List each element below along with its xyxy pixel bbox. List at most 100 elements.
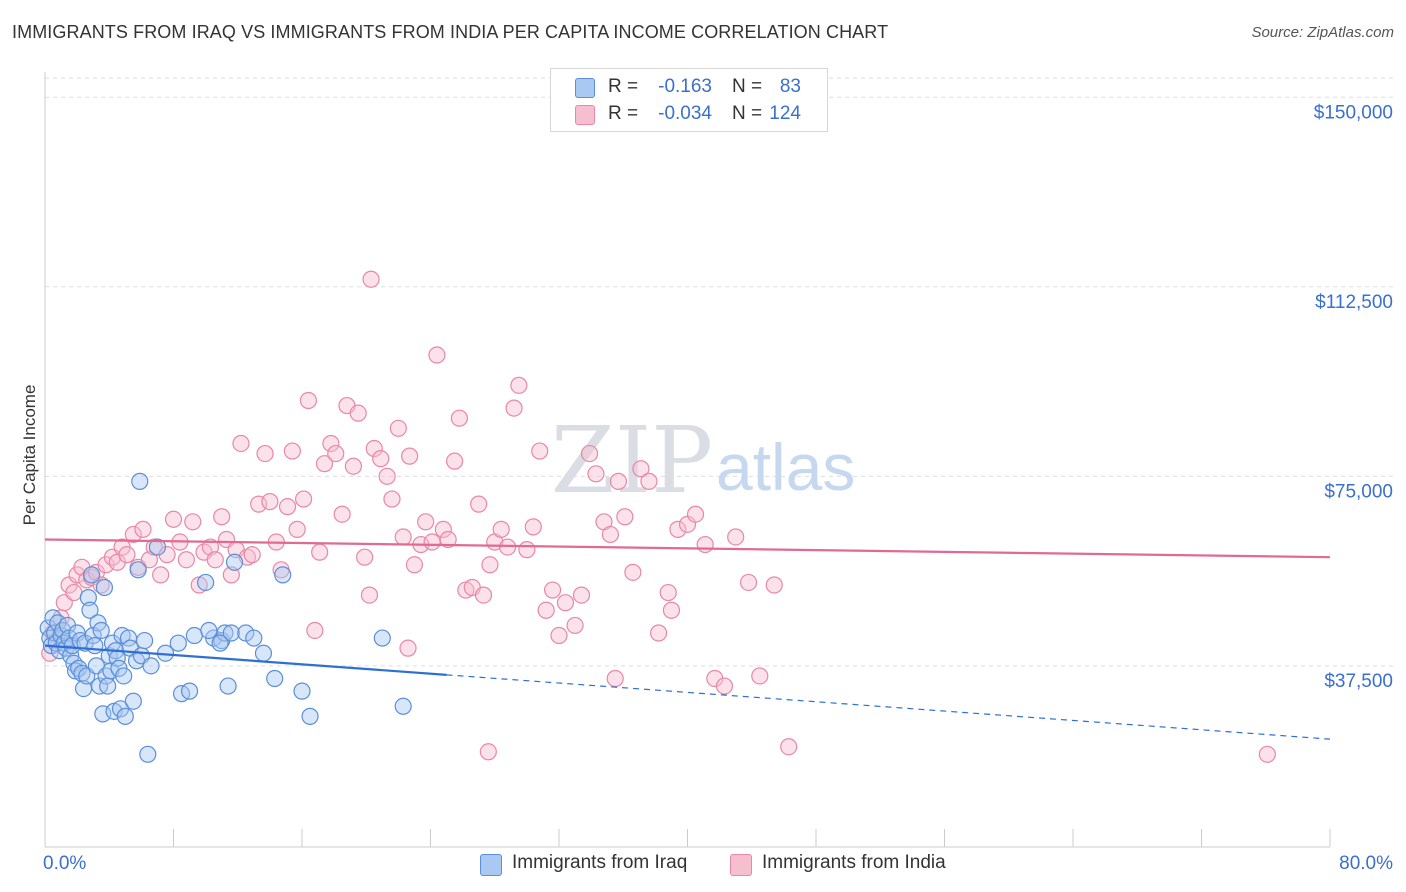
iraq-point (44, 609, 62, 627)
india-point (510, 376, 528, 394)
india-point (295, 490, 313, 508)
india-point (124, 525, 142, 544)
india-point (543, 581, 562, 599)
india-point (505, 399, 523, 417)
india-point (349, 404, 367, 422)
india-point (640, 472, 658, 490)
india-point (572, 586, 591, 604)
india-point (439, 530, 457, 549)
iraq-point (129, 561, 147, 579)
india-point (715, 677, 734, 695)
n-label: N = (732, 103, 763, 124)
trend-line-iraq (44, 644, 447, 676)
india-point (206, 551, 224, 569)
india-point (481, 556, 499, 574)
india-point (288, 520, 306, 538)
iraq-point (139, 745, 157, 763)
axis-labels: $37,500 $75,000 $112,500 $150,000 0.0% 80.0% (43, 102, 1393, 874)
india-point (389, 419, 407, 437)
iraq-point (373, 629, 391, 647)
india-point (222, 566, 240, 584)
india-point (315, 455, 334, 473)
india-point (164, 510, 183, 528)
india-point (609, 472, 628, 490)
x-tick-label: 80.0% (1339, 853, 1393, 874)
iraq-point (394, 697, 412, 715)
india-point (394, 528, 412, 546)
legend-label-iraq: Immigrants from Iraq (512, 852, 688, 873)
india-point (177, 551, 195, 569)
india-point (556, 594, 575, 612)
india-point (299, 391, 318, 410)
india-point (184, 513, 202, 531)
india-point (423, 533, 441, 551)
trend-lines (44, 538, 1331, 740)
india-point (669, 520, 687, 538)
india-point (333, 505, 351, 523)
iraq-legend-swatch (480, 854, 502, 876)
iraq-point (86, 637, 104, 655)
india-point (537, 601, 555, 619)
iraq-point (274, 566, 292, 584)
trend-line-india (44, 538, 1331, 559)
iraq-point (200, 621, 218, 640)
iraq-point (180, 682, 199, 700)
india-point (606, 669, 624, 688)
india-point (401, 447, 419, 465)
r-label: R = (608, 103, 639, 124)
series-iraq-points (39, 472, 412, 763)
india-point (152, 566, 170, 584)
iraq-point (99, 677, 117, 695)
india-point (662, 601, 681, 619)
india-point (134, 520, 152, 538)
n-value: 83 (779, 76, 801, 97)
india-point (238, 548, 256, 566)
y-tick-label: $37,500 (1324, 671, 1393, 692)
india-point (445, 452, 464, 470)
x-tick-label: 0.0% (43, 853, 86, 874)
r-label: R = (608, 76, 639, 97)
india-point (780, 738, 798, 756)
india-point (405, 556, 424, 574)
iraq-point (148, 538, 167, 556)
trend-line-iraq-extension (446, 674, 1331, 740)
axes (44, 72, 1331, 848)
india-point (278, 498, 297, 516)
iraq-point (115, 667, 133, 685)
iraq-swatch (575, 78, 595, 98)
india-point (727, 528, 745, 546)
india-point (65, 583, 83, 602)
india-point (365, 439, 383, 458)
india-point (524, 518, 542, 536)
iraq-point (245, 629, 263, 647)
india-point (686, 505, 705, 523)
iraq-point (185, 626, 203, 645)
watermark: ZIP atlas (551, 407, 856, 514)
iraq-point (142, 657, 160, 675)
india-point (362, 270, 380, 288)
stats-row-iraq: R = -0.163 N = 83 (551, 74, 827, 100)
india-point (601, 525, 620, 544)
y-tick-label: $150,000 (1314, 102, 1393, 123)
iraq-point (222, 624, 240, 642)
india-point (649, 624, 668, 642)
india-point (344, 457, 362, 475)
india-point (322, 434, 340, 453)
india-point (492, 520, 510, 538)
india-point (659, 583, 677, 602)
india-point (450, 409, 469, 427)
watermark-atlas: atlas (716, 430, 855, 504)
stats-row-india: R = -0.034 N = 124 (551, 101, 827, 127)
india-point (399, 639, 417, 657)
legend-label-india: Immigrants from India (762, 852, 946, 873)
india-point (417, 513, 435, 531)
india-point (531, 442, 549, 460)
india-point (243, 546, 261, 564)
india-point (518, 541, 536, 559)
india-point (587, 465, 605, 483)
india-point (1258, 745, 1276, 763)
india-swatch (575, 105, 595, 125)
iraq-point (131, 472, 149, 490)
stats-legend: R = -0.163 N = 83 R = -0.034 N = 124 (550, 68, 828, 132)
